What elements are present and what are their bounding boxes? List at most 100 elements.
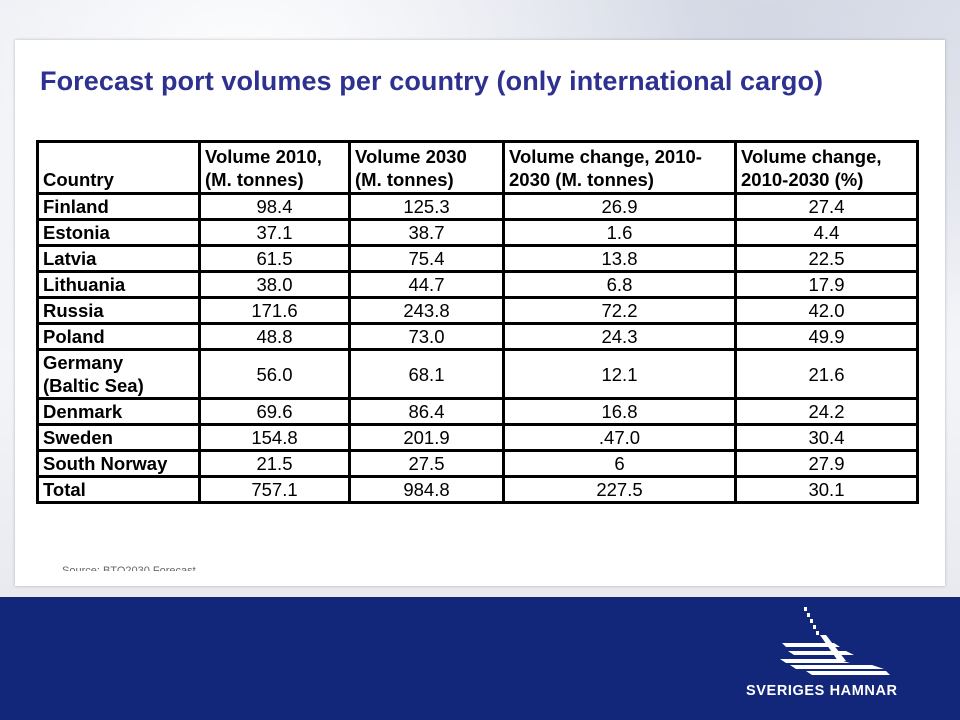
value-cell: 26.9 xyxy=(502,192,737,221)
column-header-line: Country xyxy=(43,169,114,190)
value-cell: 27.4 xyxy=(734,192,919,221)
table-row: Latvia 61.5 75.4 13.8 22.5 xyxy=(36,244,919,273)
value-cell: .47.0 xyxy=(502,423,737,452)
column-header: Country xyxy=(36,140,201,195)
value-cell: 30.1 xyxy=(734,475,919,504)
value-cell: 72.2 xyxy=(502,296,737,325)
value-cell: 4.4 xyxy=(734,218,919,247)
table-row: Estonia 37.1 38.7 1.6 4.4 xyxy=(36,218,919,247)
value-cell: 6.8 xyxy=(502,270,737,299)
table-row: Germany (Baltic Sea) 56.0 68.1 12.1 21.6 xyxy=(36,348,919,400)
table-body: Finland 98.4 125.3 26.9 27.4 Estonia 37.1 38.7 1… xyxy=(36,192,919,504)
country-cell: Latvia xyxy=(36,244,201,273)
value-cell: 757.1 xyxy=(198,475,351,504)
value-cell: 27.5 xyxy=(348,449,505,478)
country-cell: Lithuania xyxy=(36,270,201,299)
column-header: Volume change, 2010-2030 (%) xyxy=(734,140,919,195)
column-header: Volume 2010, (M. tonnes) xyxy=(198,140,351,195)
table-row: Lithuania 38.0 44.7 6.8 17.9 xyxy=(36,270,919,299)
value-cell: 24.2 xyxy=(734,397,919,426)
country-cell: Finland xyxy=(36,192,201,221)
country-name-line: Latvia xyxy=(43,248,97,269)
value-cell: 73.0 xyxy=(348,322,505,351)
column-header-line: 2010-2030 (%) xyxy=(741,169,864,190)
value-cell: 38.0 xyxy=(198,270,351,299)
country-name-line: (Baltic Sea) xyxy=(43,375,144,396)
value-cell: 12.1 xyxy=(502,348,737,400)
column-header-line: 2030 (M. tonnes) xyxy=(509,169,654,190)
table-row: Total 757.1 984.8 227.5 30.1 xyxy=(36,475,919,504)
value-cell: 984.8 xyxy=(348,475,505,504)
country-name-line: Estonia xyxy=(43,222,110,243)
value-cell: 17.9 xyxy=(734,270,919,299)
column-header-line: Volume change, xyxy=(741,146,882,167)
column-header-line: Volume change, 2010- xyxy=(509,146,702,167)
value-cell: 1.6 xyxy=(502,218,737,247)
forecast-table: Country Volume 2010, (M. tonnes) Volume 203… xyxy=(36,140,919,504)
value-cell: 154.8 xyxy=(198,423,351,452)
value-cell: 86.4 xyxy=(348,397,505,426)
value-cell: 56.0 xyxy=(198,348,351,400)
country-cell: Germany (Baltic Sea) xyxy=(36,348,201,400)
value-cell: 68.1 xyxy=(348,348,505,400)
column-header-line: Volume 2030 xyxy=(355,146,467,167)
value-cell: 6 xyxy=(502,449,737,478)
table-row: Denmark 69.6 86.4 16.8 24.2 xyxy=(36,397,919,426)
country-name-line: Sweden xyxy=(43,427,113,448)
country-cell: Estonia xyxy=(36,218,201,247)
value-cell: 44.7 xyxy=(348,270,505,299)
value-cell: 24.3 xyxy=(502,322,737,351)
table-row: South Norway 21.5 27.5 6 27.9 xyxy=(36,449,919,478)
value-cell: 98.4 xyxy=(198,192,351,221)
country-name-line: South Norway xyxy=(43,453,168,474)
value-cell: 201.9 xyxy=(348,423,505,452)
country-name-line: Germany xyxy=(43,352,124,373)
column-header: Volume 2030 (M. tonnes) xyxy=(348,140,505,195)
table-row: Russia 171.6 243.8 72.2 42.0 xyxy=(36,296,919,325)
country-cell: South Norway xyxy=(36,449,201,478)
source-note: Source: BTO2030 Forecast xyxy=(62,565,196,571)
table-row: Finland 98.4 125.3 26.9 27.4 xyxy=(36,192,919,221)
table-row: Sweden 154.8 201.9.47.0 30.4 xyxy=(36,423,919,452)
value-cell: 61.5 xyxy=(198,244,351,273)
column-header-line: (M. tonnes) xyxy=(355,169,454,190)
country-cell: Poland xyxy=(36,322,201,351)
country-cell: Sweden xyxy=(36,423,201,452)
value-cell: 21.5 xyxy=(198,449,351,478)
value-cell: 75.4 xyxy=(348,244,505,273)
harbour-logo-icon xyxy=(780,607,890,675)
value-cell: 48.8 xyxy=(198,322,351,351)
value-cell: 69.6 xyxy=(198,397,351,426)
country-name-line: Lithuania xyxy=(43,274,126,295)
column-header-line: Volume 2010, xyxy=(205,146,322,167)
column-header-line: (M. tonnes) xyxy=(205,169,304,190)
country-name-line: Russia xyxy=(43,300,104,321)
value-cell: 22.5 xyxy=(734,244,919,273)
value-cell: 16.8 xyxy=(502,397,737,426)
value-cell: 171.6 xyxy=(198,296,351,325)
country-name-line: Denmark xyxy=(43,401,123,422)
value-cell: 27.9 xyxy=(734,449,919,478)
value-cell: 21.6 xyxy=(734,348,919,400)
value-cell: 30.4 xyxy=(734,423,919,452)
column-header: Volume change, 2010- 2030 (M. tonnes) xyxy=(502,140,737,195)
value-cell: 49.9 xyxy=(734,322,919,351)
value-cell: 42.0 xyxy=(734,296,919,325)
country-name-line: Total xyxy=(43,479,86,500)
value-cell: 13.8 xyxy=(502,244,737,273)
value-cell: 38.7 xyxy=(348,218,505,247)
value-cell: 227.5 xyxy=(502,475,737,504)
value-cell: 243.8 xyxy=(348,296,505,325)
footer-bar xyxy=(0,597,960,720)
country-cell: Denmark xyxy=(36,397,201,426)
value-cell: 37.1 xyxy=(198,218,351,247)
country-cell: Russia xyxy=(36,296,201,325)
slide-title: Forecast port volumes per country (only … xyxy=(40,66,824,96)
country-cell: Total xyxy=(36,475,201,504)
value-cell: 125.3 xyxy=(348,192,505,221)
country-name-line: Poland xyxy=(43,326,105,347)
header-row: Country Volume 2010, (M. tonnes) Volume 203… xyxy=(36,140,919,195)
logo-text: SVERIGES HAMNAR xyxy=(746,683,898,699)
table-row: Poland 48.8 73.0 24.3 49.9 xyxy=(36,322,919,351)
country-name-line: Finland xyxy=(43,196,109,217)
